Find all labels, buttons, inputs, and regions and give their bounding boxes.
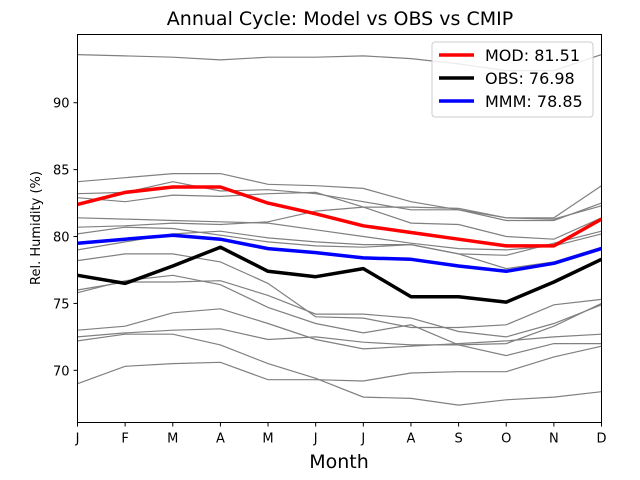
legend-box — [431, 41, 594, 118]
mmm-series-line — [77, 233, 603, 274]
legend-label-obs: OBS: 76.98 — [485, 69, 575, 88]
cmip-model-line-6 — [77, 205, 602, 228]
x-tick-label: J — [313, 432, 318, 447]
legend-label-mod: MOD: 81.51 — [485, 46, 580, 65]
plot-frame — [77, 34, 602, 423]
chart-title: Annual Cycle: Model vs OBS vs CMIP — [167, 8, 513, 30]
x-tick-label: J — [360, 432, 365, 447]
cmip-model-line-5 — [77, 217, 602, 251]
cmip-model-line-14 — [77, 302, 602, 346]
x-tick-label: A — [407, 432, 416, 447]
x-tick-label: M — [167, 432, 178, 447]
legend-label-mmm: MMM: 78.85 — [485, 92, 583, 111]
x-axis-label: Month — [309, 451, 369, 473]
cmip-model-line-7 — [77, 226, 602, 256]
x-tick-label: J — [75, 432, 80, 447]
y-tick-label: 80 — [53, 231, 70, 246]
y-axis-label: Rel. Humidity (%) — [29, 171, 44, 285]
cmip-model-line-2 — [77, 173, 602, 219]
plot-area — [77, 54, 603, 406]
cmip-model-line-9 — [77, 253, 602, 329]
y-axis: 70 75 80 85 90 — [53, 97, 78, 379]
y-tick-label: 70 — [53, 364, 70, 379]
x-tick-label: S — [454, 432, 462, 447]
cmip-model-line-4 — [77, 191, 602, 240]
y-tick-label: 85 — [53, 164, 70, 179]
cmip-model-line-11 — [77, 274, 602, 357]
obs-series-line — [77, 245, 603, 304]
y-tick-label: 75 — [53, 297, 70, 312]
x-tick-label: D — [596, 432, 606, 447]
cmip-model-line-13 — [77, 333, 602, 406]
cmip-model-line-12 — [77, 308, 602, 350]
cmip-model-line-3 — [77, 181, 602, 222]
cmip-model-line-15 — [77, 345, 602, 385]
x-tick-label: A — [216, 432, 225, 447]
x-tick-label: O — [501, 432, 511, 447]
mod-series-line — [77, 185, 603, 248]
cmip-model-line-10 — [77, 280, 602, 338]
y-tick-label: 90 — [53, 97, 70, 112]
legend: MOD: 81.51 OBS: 76.98 MMM: 78.85 — [431, 41, 594, 118]
x-tick-label: N — [549, 432, 559, 447]
x-tick-label: F — [121, 432, 128, 447]
x-tick-label: M — [262, 432, 273, 447]
